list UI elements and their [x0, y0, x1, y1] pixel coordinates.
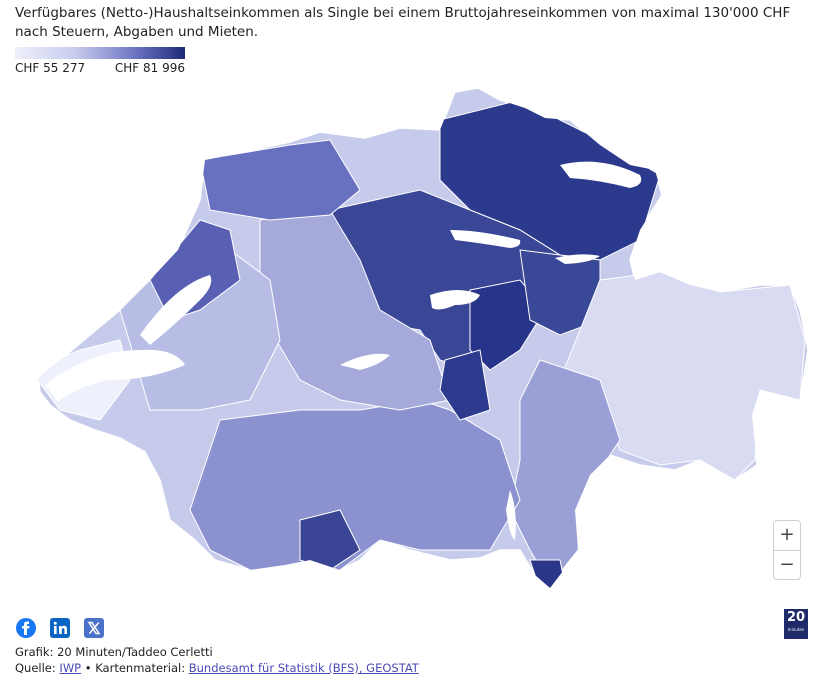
legend-max-label: CHF 81 996 [114, 61, 185, 75]
source-prefix: Quelle: [15, 661, 60, 675]
region-lepontine[interactable] [529, 559, 566, 590]
region-basel-jura[interactable] [199, 139, 361, 221]
share-bar [16, 618, 104, 638]
graphic-credit: Grafik: 20 Minuten/Taddeo Cerletti [15, 645, 213, 659]
lake-lucerne [430, 290, 480, 310]
map-title: Verfügbares (Netto-)Haushaltseinkommen a… [15, 5, 791, 40]
lake-zurich [450, 230, 521, 248]
region-ticino[interactable] [509, 359, 621, 586]
x-icon[interactable] [84, 618, 104, 638]
choropleth-map[interactable] [0, 80, 835, 610]
legend-min-label: CHF 55 277 [15, 61, 86, 75]
lake-thun [340, 353, 390, 370]
lake-neuchatel [140, 275, 212, 345]
zoom-control: + − [773, 520, 801, 580]
lake-geneva [45, 349, 185, 402]
bfs-geostat-link[interactable]: Bundesamt für Statistik (BFS), GEOSTAT [188, 661, 419, 675]
facebook-icon[interactable] [16, 618, 36, 638]
color-legend: CHF 55 277 CHF 81 996 [15, 47, 185, 75]
credits: Grafik: 20 Minuten/Taddeo Cerletti Quell… [15, 644, 419, 676]
lake-constance [560, 161, 642, 188]
map-material-label: • Kartenmaterial: [81, 661, 189, 675]
region-glarus[interactable] [439, 349, 491, 421]
lake-maggiore [506, 490, 516, 540]
legend-gradient-bar [15, 47, 185, 59]
iwp-link[interactable]: IWP [59, 661, 82, 675]
lake-walensee [555, 254, 600, 264]
region-uri[interactable] [469, 279, 546, 371]
zoom-in-button[interactable]: + [774, 521, 800, 551]
zoom-out-button[interactable]: − [779, 554, 795, 575]
linkedin-icon[interactable] [50, 618, 70, 638]
region-south-valais[interactable] [299, 509, 361, 571]
20-minuten-logo: 20 minuten [784, 609, 808, 639]
